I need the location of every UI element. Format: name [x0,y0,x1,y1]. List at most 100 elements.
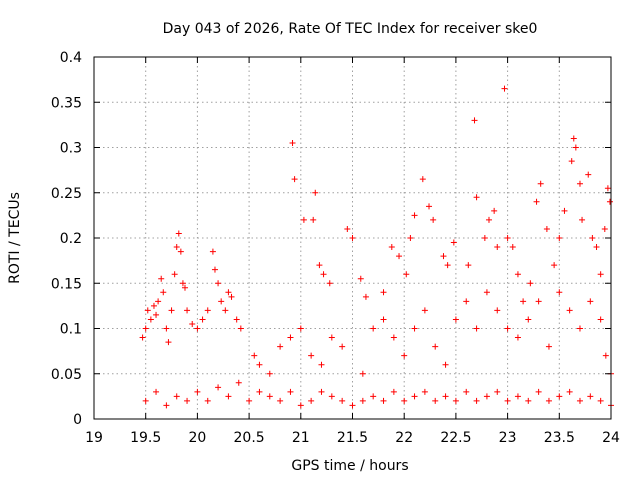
data-point [442,361,449,368]
data-point [568,158,575,165]
data-point [277,397,284,404]
y-tick-label: 0 [73,412,82,428]
y-axis-label: ROTI / TECUs [7,192,23,284]
data-point [576,325,583,332]
data-point [597,397,604,404]
data-point [179,280,186,287]
data-point [504,235,511,241]
data-point [589,235,596,241]
data-point [142,325,149,332]
data-point [525,316,532,323]
data-point [308,397,315,404]
data-point [362,293,369,300]
data-point [576,397,583,404]
data-point [535,298,542,305]
data-point [606,198,613,205]
data-point [533,198,540,205]
y-tick-label: 0.3 [60,141,82,157]
data-point [175,230,182,237]
data-point [473,397,480,404]
data-point [297,402,304,409]
data-point [165,339,172,346]
data-point [289,139,296,146]
y-tick-label: 0.35 [51,95,82,111]
data-point [473,325,480,332]
data-point [432,397,439,404]
data-point [440,253,447,260]
data-point [593,244,600,251]
data-point [204,397,211,404]
data-point [545,343,552,350]
data-point [494,307,501,314]
data-point [318,388,325,395]
x-tick-label: 22 [395,430,413,446]
data-point [525,397,532,404]
data-point [485,216,492,223]
data-point [235,379,242,386]
data-point [228,293,235,300]
data-point [527,280,534,287]
data-point [543,225,550,232]
data-point [494,244,501,251]
x-tick-label: 21.5 [337,430,368,446]
x-tick-label: 19 [85,430,103,446]
y-tick-label: 0.25 [51,186,82,202]
data-point [153,388,160,395]
data-point [570,135,577,142]
data-point [473,194,480,201]
data-point [556,393,563,400]
data-point [426,203,433,210]
data-point [218,298,225,305]
data-point [225,393,232,400]
y-tick-label: 0.2 [60,231,82,247]
data-point [173,244,180,251]
data-point [194,388,201,395]
data-point [545,397,552,404]
data-point [407,235,414,241]
data-point [514,271,521,278]
data-point [421,307,428,314]
axis-ticks [93,56,612,420]
data-point [396,253,403,260]
x-tick-label: 24 [602,430,620,446]
data-point [326,280,333,287]
data-point [411,393,418,400]
y-tick-label: 0.05 [51,367,82,383]
data-point [291,176,298,183]
x-tick-label: 20 [188,430,206,446]
data-point [222,307,229,314]
data-point [597,316,604,323]
data-point [287,334,294,341]
data-point [597,271,604,278]
data-point [142,397,149,404]
data-point [370,393,377,400]
data-point [401,352,408,359]
data-point [463,298,470,305]
x-tick-label: 20.5 [234,430,265,446]
data-point [419,176,426,183]
data-point [579,216,586,223]
data-point [339,397,346,404]
data-point [504,397,511,404]
data-point [390,334,397,341]
data-point [160,289,167,296]
data-point [561,207,568,214]
data-point [144,307,151,314]
data-point [430,216,437,223]
data-point [432,343,439,350]
data-point [349,402,356,409]
data-point [537,180,544,187]
data-point [514,334,521,341]
data-point [150,302,157,309]
data-point [171,271,178,278]
data-point [411,325,418,332]
data-point [181,284,188,291]
chart-title: Day 043 of 2026, Rate Of TEC Index for r… [163,21,538,37]
data-point [251,352,258,359]
data-point [359,370,366,377]
data-point [587,298,594,305]
data-point [401,397,408,404]
data-point [359,397,366,404]
data-point [509,244,516,251]
data-point [421,388,428,395]
